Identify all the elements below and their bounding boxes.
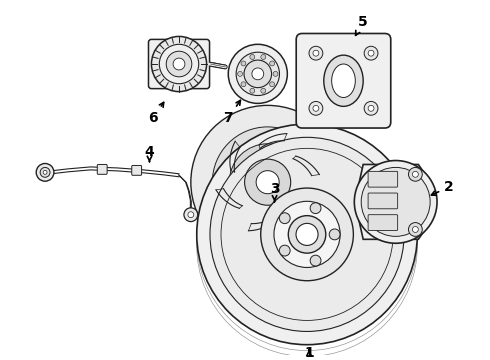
Circle shape	[229, 144, 306, 221]
Circle shape	[261, 188, 353, 281]
Circle shape	[288, 216, 326, 253]
Circle shape	[309, 46, 323, 60]
Circle shape	[270, 82, 274, 87]
Circle shape	[173, 58, 185, 70]
Circle shape	[159, 44, 199, 84]
Circle shape	[212, 127, 323, 238]
Text: 7: 7	[223, 100, 241, 125]
Circle shape	[228, 44, 287, 103]
Circle shape	[329, 229, 340, 240]
FancyBboxPatch shape	[368, 193, 398, 209]
FancyBboxPatch shape	[296, 33, 391, 128]
Circle shape	[313, 50, 319, 56]
Circle shape	[43, 170, 47, 174]
Circle shape	[279, 213, 290, 224]
Circle shape	[270, 61, 274, 66]
Text: 1: 1	[304, 346, 314, 360]
Circle shape	[197, 124, 417, 345]
Circle shape	[409, 167, 422, 181]
Circle shape	[40, 167, 50, 177]
FancyBboxPatch shape	[368, 171, 398, 187]
FancyBboxPatch shape	[132, 166, 142, 175]
Circle shape	[409, 222, 422, 237]
Circle shape	[166, 51, 192, 77]
Text: 4: 4	[145, 145, 154, 162]
Circle shape	[184, 208, 198, 222]
Circle shape	[261, 55, 266, 59]
Ellipse shape	[324, 55, 363, 106]
Circle shape	[252, 68, 264, 80]
Circle shape	[279, 245, 290, 256]
Circle shape	[261, 88, 266, 93]
Circle shape	[413, 226, 418, 233]
Circle shape	[191, 105, 344, 259]
Text: 2: 2	[431, 180, 454, 195]
Circle shape	[273, 71, 278, 76]
Circle shape	[238, 71, 243, 76]
FancyBboxPatch shape	[148, 39, 210, 89]
Circle shape	[241, 82, 246, 87]
Circle shape	[256, 171, 279, 194]
FancyBboxPatch shape	[98, 165, 107, 174]
Circle shape	[241, 61, 246, 66]
Circle shape	[296, 223, 318, 246]
Circle shape	[313, 105, 319, 111]
Circle shape	[368, 105, 374, 111]
Circle shape	[250, 88, 255, 93]
Text: 5: 5	[356, 15, 368, 35]
Ellipse shape	[332, 64, 355, 98]
Circle shape	[364, 102, 378, 115]
Circle shape	[309, 102, 323, 115]
Circle shape	[151, 36, 207, 91]
Polygon shape	[359, 165, 428, 239]
Circle shape	[310, 203, 321, 213]
Circle shape	[361, 167, 430, 237]
Circle shape	[364, 46, 378, 60]
Circle shape	[210, 137, 404, 332]
Circle shape	[244, 60, 271, 87]
Circle shape	[250, 55, 255, 59]
Circle shape	[36, 163, 54, 181]
FancyBboxPatch shape	[368, 215, 398, 230]
Text: 6: 6	[148, 102, 164, 125]
Circle shape	[188, 212, 194, 218]
Circle shape	[274, 201, 340, 267]
Circle shape	[413, 171, 418, 177]
Circle shape	[236, 52, 279, 95]
Circle shape	[368, 50, 374, 56]
Circle shape	[354, 161, 437, 243]
Circle shape	[245, 159, 291, 205]
Text: 3: 3	[270, 182, 279, 202]
Circle shape	[310, 255, 321, 266]
